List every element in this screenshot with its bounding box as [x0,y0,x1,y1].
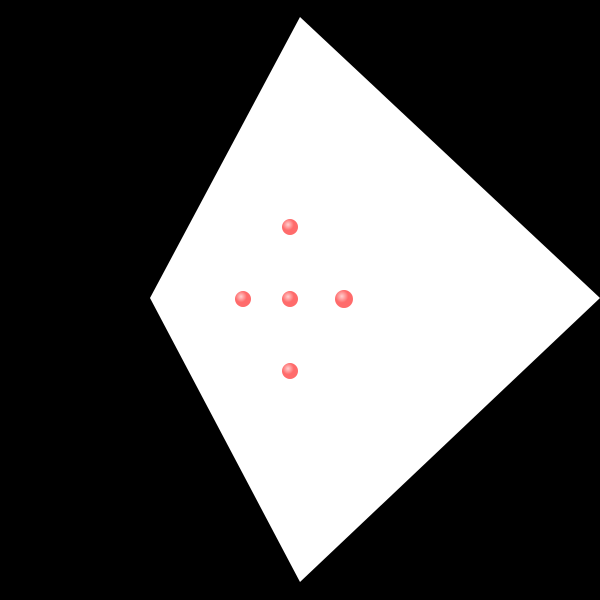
dot-right [335,290,353,308]
dot-center [282,291,298,307]
dot-left [235,291,251,307]
dot-cluster [235,219,353,379]
white-quadrilateral [150,17,600,582]
dot-bottom [282,363,298,379]
dot-top [282,219,298,235]
